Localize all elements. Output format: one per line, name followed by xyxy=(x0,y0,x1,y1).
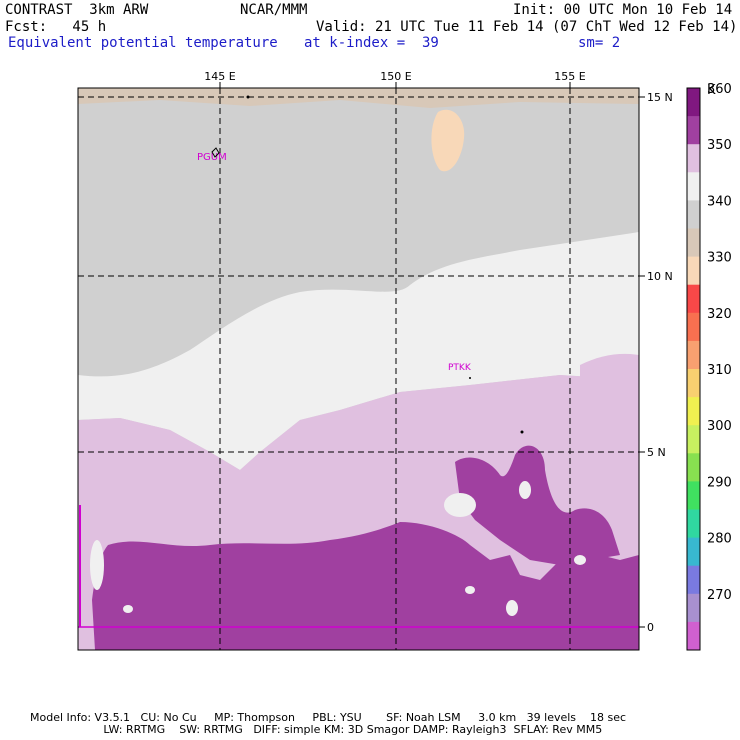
valid-time: Valid: 21 UTC Tue 11 Feb 14 (07 ChT Wed … xyxy=(316,19,738,35)
colorbar-label-280: 280 xyxy=(707,532,732,547)
colorbar: 270 280 290 300 310 320 330 340 350 360 xyxy=(686,82,732,651)
colorbar-label-350: 350 xyxy=(707,138,732,153)
colorbar-swatch xyxy=(687,369,700,398)
colorbar-swatch xyxy=(687,453,700,482)
lon-label-145: 145 E xyxy=(204,70,235,83)
graticule xyxy=(78,88,639,650)
init-time: Init: 00 UTC Mon 10 Feb 14 xyxy=(513,2,733,18)
colorbar-swatch xyxy=(687,481,700,510)
colorbar-swatch xyxy=(687,593,700,623)
guam-island-icon xyxy=(211,147,220,158)
model-name: CONTRAST 3km ARW xyxy=(5,2,149,18)
colorbar-label-310: 310 xyxy=(707,363,732,378)
colorbar-label-270: 270 xyxy=(707,588,732,603)
colorbar-label-330: 330 xyxy=(707,251,732,266)
field-355 xyxy=(78,232,639,470)
level-info: at k-index = 39 xyxy=(304,35,439,51)
lat-label-10n: 10 N xyxy=(647,270,673,283)
colorbar-swatch xyxy=(687,340,700,370)
colorbar-label-290: 290 xyxy=(707,475,732,490)
colorbar-swatch xyxy=(687,116,700,145)
lat-label-5n: 5 N xyxy=(647,446,666,459)
colorbar-unit: K xyxy=(707,83,716,98)
colorbar-swatch xyxy=(687,537,700,567)
lat-label-15n: 15 N xyxy=(647,91,673,104)
colorbar-swatch xyxy=(687,565,700,595)
lon-label-150: 150 E xyxy=(380,70,411,83)
field-375 xyxy=(92,522,639,650)
colorbar-swatch xyxy=(687,172,700,201)
station-pgum: PGUM xyxy=(197,152,227,163)
station-ptkk: PTKK xyxy=(448,363,472,373)
colorbar-frame xyxy=(686,87,701,651)
lon-label-155: 155 E xyxy=(554,70,585,83)
map-frame xyxy=(77,87,640,651)
colorbar-swatch xyxy=(687,509,700,539)
colorbar-swatch xyxy=(687,284,700,314)
institution: NCAR/MMM xyxy=(240,2,308,18)
colorbar-label-300: 300 xyxy=(707,419,732,434)
theta-e-field xyxy=(78,88,639,650)
colorbar-swatch xyxy=(687,228,700,258)
model-info-line1: Model Info: V3.5.1 CU: No Cu MP: Thompso… xyxy=(30,711,627,724)
field-name: Equivalent potential temperature xyxy=(8,35,278,51)
colorbar-swatch xyxy=(687,256,700,286)
colorbar-label-320: 320 xyxy=(707,307,732,322)
field-335-patch xyxy=(431,109,465,172)
colorbar-swatch xyxy=(687,425,700,454)
colorbar-swatch xyxy=(687,88,700,117)
model-info-line2: LW: RRTMG SW: RRTMG DIFF: simple KM: 3D … xyxy=(30,723,603,736)
colorbar-swatch xyxy=(687,200,700,229)
colorbar-swatch xyxy=(687,621,700,651)
forecast-hour: Fcst: 45 h xyxy=(5,19,107,35)
colorbar-swatch xyxy=(687,397,700,426)
colorbar-label-360: 360 xyxy=(707,82,732,97)
smoothing-info: sm= 2 xyxy=(578,35,621,51)
field-340-top xyxy=(78,88,639,108)
colorbar-label-340: 340 xyxy=(707,194,732,209)
colorbar-swatch xyxy=(687,312,700,342)
lat-label-0: 0 xyxy=(647,621,654,634)
colorbar-swatch xyxy=(687,144,700,173)
